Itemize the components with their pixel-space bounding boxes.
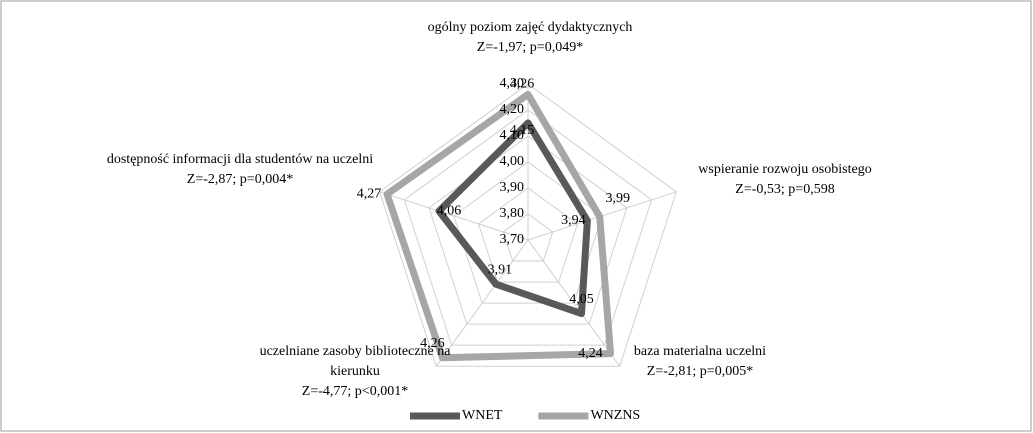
grid-line — [379, 83, 677, 367]
tick-label: 3,80 — [500, 206, 525, 221]
data-label: 4,15 — [510, 123, 535, 138]
data-label: 4,24 — [578, 346, 603, 361]
legend-label: WNET — [462, 408, 503, 423]
category-stat: Z=-4,77; p<0,001* — [301, 384, 409, 399]
category-label: wspieranie rozwoju osobistego Z=-0,53; p=… — [650, 160, 920, 200]
tick-label: 4,00 — [500, 154, 525, 169]
category-name: baza materialna uczelni — [633, 344, 767, 359]
category-name: uczelniane zasoby biblioteczne na kierun… — [259, 344, 451, 379]
tick-label: 4,20 — [500, 102, 525, 117]
data-label: 3,91 — [488, 262, 513, 277]
data-label: 4,06 — [437, 203, 462, 218]
category-label: uczelniane zasoby biblioteczne na kierun… — [240, 342, 470, 402]
grid-line — [477, 187, 579, 283]
category-label: baza materialna uczelni Z=-2,81; p=0,005* — [600, 342, 800, 382]
category-stat: Z=-2,81; p=0,005* — [646, 364, 754, 379]
axis-spoke — [435, 239, 529, 367]
category-name: ogólny poziom zajęć dydaktycznych — [427, 20, 633, 35]
category-stat: Z=-1,97; p=0,049* — [476, 40, 584, 55]
grid-line — [428, 135, 628, 325]
grid-line — [403, 109, 653, 346]
category-name: wspieranie rozwoju osobistego — [698, 162, 872, 177]
data-label: 4,27 — [357, 186, 382, 201]
tick-label: 4,30 — [500, 76, 525, 91]
series-line — [383, 90, 615, 362]
tick-label: 4,10 — [500, 128, 525, 143]
grid-line — [453, 161, 603, 304]
grid-line — [502, 213, 554, 262]
data-label: 4,26 — [510, 77, 535, 92]
category-stat: Z=-2,87; p=0,004* — [186, 172, 294, 187]
series-line — [435, 119, 591, 318]
tick-label: 3,70 — [500, 232, 525, 247]
category-label: ogólny poziom zajęć dydaktycznych Z=-1,97… — [380, 18, 680, 58]
axis-spoke — [527, 239, 621, 367]
category-name: dostępność informacji dla studentów na u… — [106, 152, 374, 167]
data-label: 3,94 — [561, 213, 586, 228]
category-label: dostępność informacji dla studentów na u… — [80, 150, 400, 190]
legend-label: WNZNS — [590, 408, 640, 423]
data-label: 3,99 — [605, 191, 630, 206]
axis-spoke — [379, 191, 529, 241]
tick-label: 3,90 — [500, 180, 525, 195]
data-label: 4,26 — [420, 336, 445, 351]
data-label: 4,05 — [569, 292, 594, 307]
category-stat: Z=-0,53; p=0,598 — [735, 182, 835, 197]
